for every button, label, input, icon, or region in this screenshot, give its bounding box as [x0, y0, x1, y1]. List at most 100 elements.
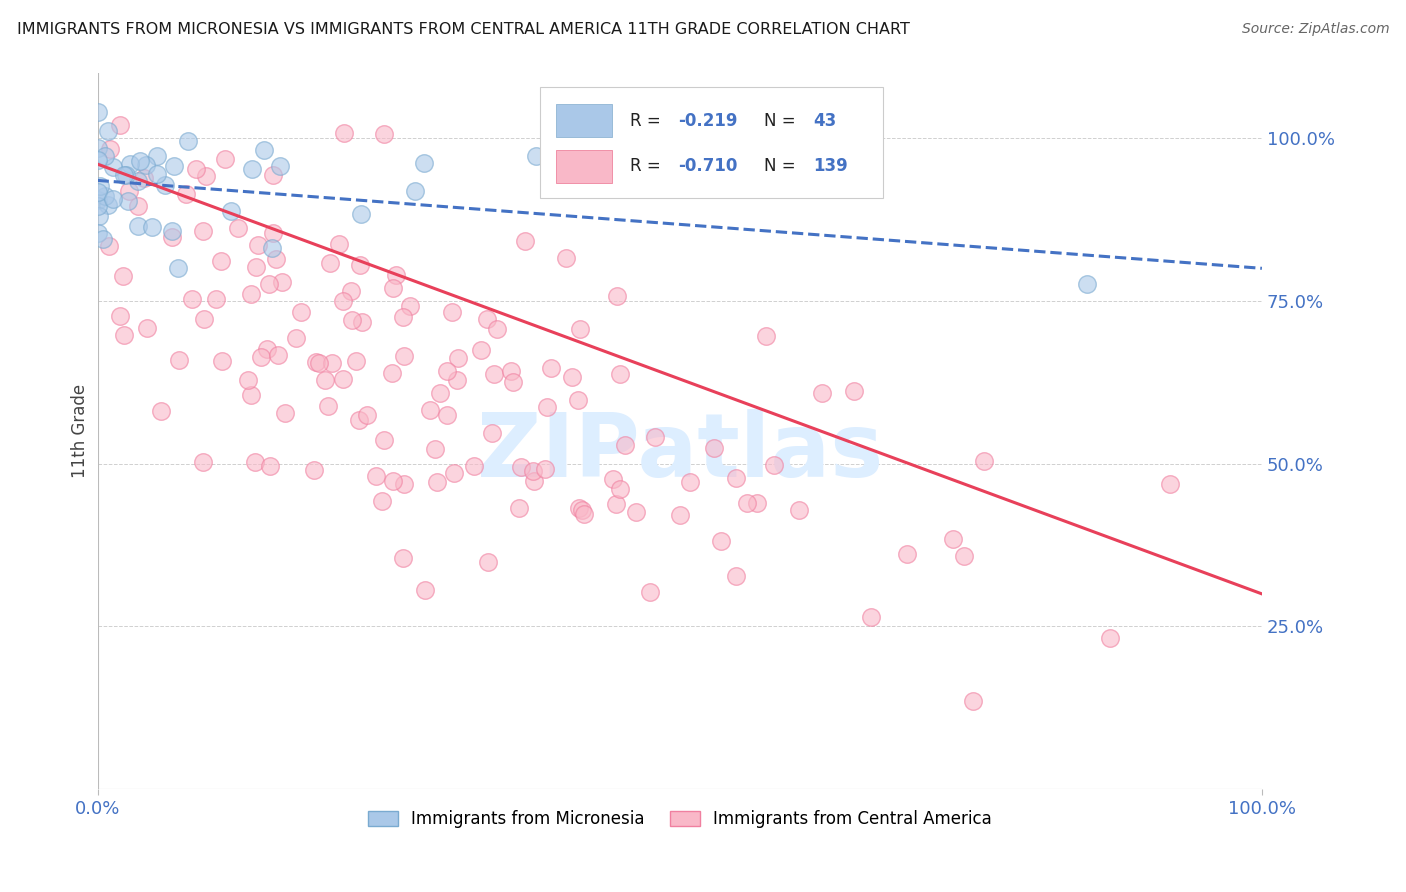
Point	[141, 219, 163, 234]
Point	[191, 454, 214, 468]
Point	[127, 199, 149, 213]
Point	[209, 253, 232, 268]
Point	[314, 373, 336, 387]
Point	[94, 189, 117, 203]
Point	[115, 168, 138, 182]
Point	[679, 475, 702, 489]
Point	[89, 178, 111, 193]
Point	[413, 582, 436, 597]
Point	[269, 160, 291, 174]
Point	[239, 287, 262, 301]
Point	[669, 508, 692, 523]
Point	[191, 224, 214, 238]
Point	[136, 321, 159, 335]
Point	[240, 388, 263, 402]
Point	[146, 149, 169, 163]
Point	[605, 497, 627, 511]
Point	[412, 156, 434, 170]
Point	[94, 149, 117, 163]
Point	[108, 310, 131, 324]
Point	[724, 568, 747, 582]
Point	[1076, 277, 1098, 292]
Point	[98, 142, 121, 156]
Point	[262, 169, 284, 183]
FancyBboxPatch shape	[540, 87, 883, 198]
Point	[87, 199, 110, 213]
Point	[91, 231, 114, 245]
Point	[745, 496, 768, 510]
Point	[302, 462, 325, 476]
Point	[561, 370, 583, 384]
Point	[316, 399, 339, 413]
Point	[332, 372, 354, 386]
Point	[859, 610, 882, 624]
Point	[425, 442, 447, 457]
Point	[522, 464, 544, 478]
Point	[145, 167, 167, 181]
Point	[534, 462, 557, 476]
Point	[86, 141, 108, 155]
Point	[692, 146, 714, 161]
Point	[86, 185, 108, 199]
Text: 139: 139	[814, 157, 848, 175]
Point	[440, 305, 463, 319]
Point	[392, 349, 415, 363]
Point	[787, 503, 810, 517]
Point	[250, 350, 273, 364]
Point	[477, 555, 499, 569]
Text: R =: R =	[630, 157, 665, 175]
Point	[373, 127, 395, 141]
Point	[624, 505, 647, 519]
Point	[108, 118, 131, 132]
Point	[735, 496, 758, 510]
Point	[240, 162, 263, 177]
Point	[477, 312, 499, 326]
Point	[404, 184, 426, 198]
Point	[567, 500, 589, 515]
Point	[349, 258, 371, 272]
Point	[247, 238, 270, 252]
Point	[86, 227, 108, 241]
Point	[896, 547, 918, 561]
Point	[526, 149, 548, 163]
Point	[962, 694, 984, 708]
Point	[128, 153, 150, 168]
Point	[274, 406, 297, 420]
FancyBboxPatch shape	[557, 150, 612, 183]
Point	[243, 455, 266, 469]
Point	[381, 474, 404, 488]
Point	[97, 198, 120, 212]
Point	[101, 192, 124, 206]
Point	[101, 160, 124, 174]
Point	[321, 356, 343, 370]
Legend: Immigrants from Micronesia, Immigrants from Central America: Immigrants from Micronesia, Immigrants f…	[361, 804, 998, 835]
Point	[181, 292, 204, 306]
Point	[609, 367, 631, 381]
Point	[87, 105, 110, 120]
Point	[259, 277, 281, 291]
Point	[373, 433, 395, 447]
Point	[484, 367, 506, 381]
Point	[87, 209, 110, 223]
Point	[135, 158, 157, 172]
Point	[481, 425, 503, 440]
Point	[572, 507, 595, 521]
Point	[973, 454, 995, 468]
Point	[344, 353, 367, 368]
Point	[195, 169, 218, 184]
Point	[509, 459, 531, 474]
Point	[502, 375, 524, 389]
Point	[267, 348, 290, 362]
Point	[97, 124, 120, 138]
Point	[703, 442, 725, 456]
Point	[117, 194, 139, 208]
Point	[371, 494, 394, 508]
Text: Source: ZipAtlas.com: Source: ZipAtlas.com	[1241, 22, 1389, 37]
Point	[205, 292, 228, 306]
Point	[290, 305, 312, 319]
Point	[112, 327, 135, 342]
Point	[111, 269, 134, 284]
Text: -0.219: -0.219	[679, 112, 738, 130]
Point	[127, 219, 149, 234]
Text: IMMIGRANTS FROM MICRONESIA VS IMMIGRANTS FROM CENTRAL AMERICA 11TH GRADE CORRELA: IMMIGRANTS FROM MICRONESIA VS IMMIGRANTS…	[17, 22, 910, 37]
